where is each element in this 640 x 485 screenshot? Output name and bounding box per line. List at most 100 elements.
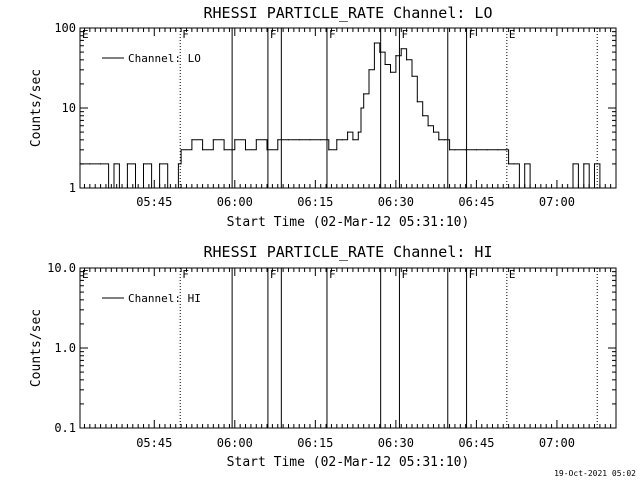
marker-label: E <box>82 28 89 41</box>
data-point <box>454 149 455 150</box>
x-tick-label: 06:30 <box>378 195 414 209</box>
marker-label: F <box>182 268 189 281</box>
data-point <box>143 163 144 164</box>
y-tick-label: 100 <box>54 21 76 35</box>
data-point <box>213 139 214 140</box>
data-point <box>401 48 402 49</box>
data-point <box>256 139 257 140</box>
data-point <box>342 139 343 140</box>
data-point <box>234 139 235 140</box>
x-tick-label: 06:00 <box>217 436 253 450</box>
data-point <box>599 187 600 188</box>
data-point <box>610 187 611 188</box>
data-point <box>572 163 573 164</box>
y-tick-label: 10.0 <box>47 261 76 275</box>
data-point <box>535 187 536 188</box>
data-point <box>583 163 584 164</box>
data-point <box>578 187 579 188</box>
data-point <box>556 187 557 188</box>
data-point <box>422 115 423 116</box>
data-point <box>594 163 595 164</box>
marker-label: F <box>182 28 189 41</box>
y-tick-label: 0.1 <box>54 421 76 435</box>
data-point <box>385 64 386 65</box>
x-tick-label: 06:45 <box>458 436 494 450</box>
data-point <box>567 187 568 188</box>
data-point <box>245 149 246 150</box>
x-axis-label: Start Time (02-Mar-12 05:31:10) <box>227 215 470 230</box>
footer-timestamp: 19-Oct-2021 05:02 <box>554 469 636 478</box>
marker-label: E <box>509 28 516 41</box>
chart-title: RHESSI PARTICLE_RATE Channel: LO <box>204 4 493 22</box>
data-point <box>320 139 321 140</box>
data-point <box>113 163 114 164</box>
data-point <box>266 149 267 150</box>
data-point <box>224 149 225 150</box>
data-point <box>299 139 300 140</box>
data-point <box>530 187 531 188</box>
marker-label: E <box>509 268 516 281</box>
data-point <box>368 69 369 70</box>
data-point <box>444 139 445 140</box>
data-point <box>417 101 418 102</box>
data-point <box>428 125 429 126</box>
data-point <box>100 163 101 164</box>
data-point <box>519 187 520 188</box>
data-point <box>465 149 466 150</box>
y-tick-label: 10 <box>62 101 76 115</box>
marker-label: F <box>401 268 408 281</box>
marker-label: F <box>270 28 277 41</box>
x-tick-label: 06:15 <box>297 195 333 209</box>
legend-label: Channel: HI <box>128 292 201 305</box>
data-point <box>347 132 348 133</box>
data-point <box>277 139 278 140</box>
data-point <box>508 163 509 164</box>
x-tick-label: 06:30 <box>378 436 414 450</box>
marker-label: F <box>270 268 277 281</box>
data-point <box>336 139 337 140</box>
x-tick-label: 05:45 <box>136 195 172 209</box>
data-point <box>589 187 590 188</box>
data-point <box>505 149 506 150</box>
data-point <box>546 187 547 188</box>
data-point <box>513 163 514 164</box>
y-axis-label: Counts/sec <box>29 309 44 387</box>
x-axis-label: Start Time (02-Mar-12 05:31:10) <box>227 455 470 470</box>
data-point <box>151 187 152 188</box>
y-axis-label: Counts/sec <box>29 69 44 147</box>
data-point <box>395 55 396 56</box>
data-point <box>433 132 434 133</box>
data-point <box>181 149 182 150</box>
marker-label: F <box>401 28 408 41</box>
marker-label: F <box>329 268 336 281</box>
data-point <box>411 76 412 77</box>
data-point <box>358 132 359 133</box>
x-tick-label: 07:00 <box>539 436 575 450</box>
data-point <box>288 139 289 140</box>
data-point <box>119 187 120 188</box>
chart-panel-0: RHESSI PARTICLE_RATE Channel: LO 05:45 06:… <box>29 4 616 230</box>
data-point <box>159 163 160 164</box>
data-point <box>352 139 353 140</box>
legend-label: Channel: LO <box>128 52 201 65</box>
chart-title: RHESSI PARTICLE_RATE Channel: HI <box>204 243 493 261</box>
marker-label: F <box>329 28 336 41</box>
y-tick-label: 1.0 <box>54 341 76 355</box>
data-point <box>167 187 168 188</box>
data-point <box>379 52 380 53</box>
data-point <box>202 149 203 150</box>
data-point <box>360 107 361 108</box>
data-point <box>135 187 136 188</box>
x-tick-label: 06:15 <box>297 436 333 450</box>
data-point <box>328 149 329 150</box>
data-point <box>89 163 90 164</box>
data-point <box>191 139 192 140</box>
data-point <box>438 139 439 140</box>
data-point <box>363 93 364 94</box>
data-point <box>390 72 391 73</box>
chart-panel-1: RHESSI PARTICLE_RATE Channel: HI 05:45 06:… <box>29 243 616 470</box>
marker-label: F <box>469 28 476 41</box>
x-tick-label: 07:00 <box>539 195 575 209</box>
